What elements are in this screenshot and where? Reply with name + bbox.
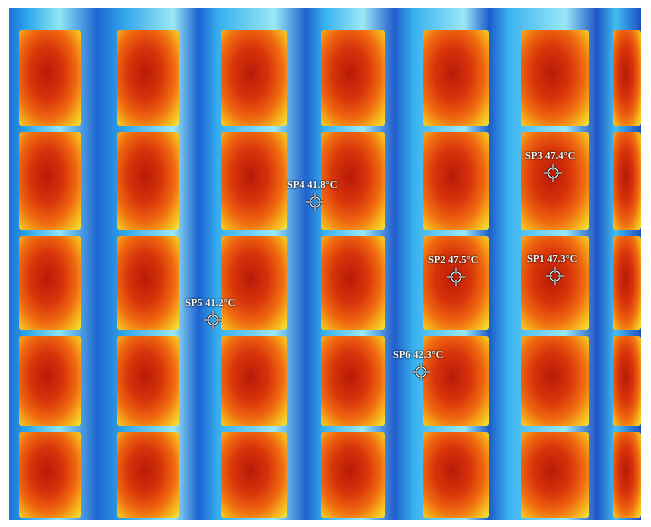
spot-marker (306, 193, 324, 211)
solar-panel (221, 336, 287, 426)
spot-label: SP2 47.5°C (428, 255, 479, 266)
spot-marker (412, 363, 430, 381)
solar-panel (221, 236, 287, 330)
solar-panel (521, 132, 589, 230)
solar-panel (117, 30, 179, 126)
solar-panel (221, 132, 287, 230)
solar-panel (19, 236, 81, 330)
solar-panel (423, 132, 489, 230)
solar-panel (117, 236, 179, 330)
solar-panel (521, 432, 589, 518)
solar-panel (613, 432, 641, 518)
solar-panel (221, 432, 287, 518)
solar-panel (321, 236, 385, 330)
solar-panel (423, 432, 489, 518)
spot-label: SP1 47.3°C (527, 254, 578, 265)
solar-panel (321, 132, 385, 230)
solar-panel (19, 30, 81, 126)
solar-panel (613, 236, 641, 330)
solar-panel (613, 336, 641, 426)
spot-label: SP3 47.4°C (525, 151, 576, 162)
solar-panel (19, 132, 81, 230)
spot-marker (447, 268, 465, 286)
spot-label: SP5 41.2°C (185, 298, 236, 309)
solar-panel (613, 30, 641, 126)
spot-label: SP4 41.8°C (287, 180, 338, 191)
solar-panel (423, 336, 489, 426)
solar-panel (117, 132, 179, 230)
thermal-image (9, 8, 641, 520)
solar-panel (321, 336, 385, 426)
solar-panel (117, 432, 179, 518)
spot-marker (544, 164, 562, 182)
spot-label: SP6 42.3°C (393, 350, 444, 361)
solar-panel (521, 336, 589, 426)
solar-panel (221, 30, 287, 126)
spot-marker (204, 311, 222, 329)
solar-panel (19, 336, 81, 426)
solar-panel (613, 132, 641, 230)
spot-marker (546, 267, 564, 285)
solar-panel (321, 432, 385, 518)
solar-panel (117, 336, 179, 426)
solar-panel (19, 432, 81, 518)
solar-panel (423, 30, 489, 126)
solar-panel (521, 30, 589, 126)
solar-panel (321, 30, 385, 126)
